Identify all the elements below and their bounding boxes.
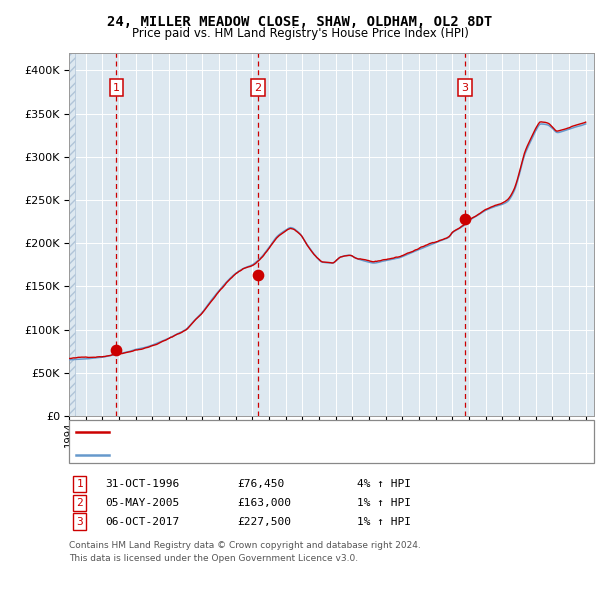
Text: 1: 1: [76, 479, 83, 489]
Text: HPI: Average price, detached house, Oldham: HPI: Average price, detached house, Oldh…: [115, 451, 378, 460]
Text: 06-OCT-2017: 06-OCT-2017: [105, 517, 179, 526]
Text: 24, MILLER MEADOW CLOSE, SHAW, OLDHAM, OL2 8DT (detached house): 24, MILLER MEADOW CLOSE, SHAW, OLDHAM, O…: [115, 427, 509, 437]
Text: 1% ↑ HPI: 1% ↑ HPI: [357, 517, 411, 526]
Bar: [65, 53, 75, 416]
Text: £76,450: £76,450: [237, 479, 284, 489]
Text: 1% ↑ HPI: 1% ↑ HPI: [357, 498, 411, 507]
Text: Contains HM Land Registry data © Crown copyright and database right 2024.: Contains HM Land Registry data © Crown c…: [69, 541, 421, 550]
Text: 05-MAY-2005: 05-MAY-2005: [105, 498, 179, 507]
Text: This data is licensed under the Open Government Licence v3.0.: This data is licensed under the Open Gov…: [69, 554, 358, 563]
Text: 31-OCT-1996: 31-OCT-1996: [105, 479, 179, 489]
Text: 4% ↑ HPI: 4% ↑ HPI: [357, 479, 411, 489]
Text: 24, MILLER MEADOW CLOSE, SHAW, OLDHAM, OL2 8DT: 24, MILLER MEADOW CLOSE, SHAW, OLDHAM, O…: [107, 15, 493, 29]
Text: Price paid vs. HM Land Registry's House Price Index (HPI): Price paid vs. HM Land Registry's House …: [131, 27, 469, 40]
Text: £227,500: £227,500: [237, 517, 291, 526]
Text: 2: 2: [76, 498, 83, 507]
Point: [460, 215, 470, 224]
Point: [112, 345, 121, 355]
Text: £163,000: £163,000: [237, 498, 291, 507]
Text: 1: 1: [113, 83, 119, 93]
Text: 3: 3: [76, 517, 83, 526]
Text: 2: 2: [254, 83, 262, 93]
Text: 3: 3: [461, 83, 469, 93]
Point: [253, 270, 263, 280]
